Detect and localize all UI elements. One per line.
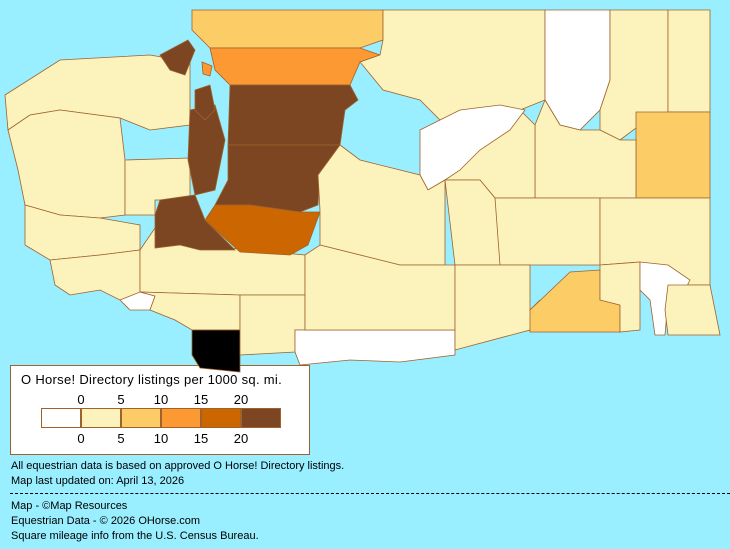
county[interactable] xyxy=(667,9,711,113)
legend-bottom-tick: 20 xyxy=(233,431,249,446)
data-basis-note: All equestrian data is based on approved… xyxy=(11,460,345,472)
legend-top-tick: 10 xyxy=(153,392,169,407)
legend-bottom-tick: 0 xyxy=(77,431,85,446)
data-credit: Equestrian Data - © 2026 OHorse.com xyxy=(11,515,201,527)
legend-top-tick: 5 xyxy=(117,392,125,407)
legend-bottom-tick: 15 xyxy=(193,431,209,446)
county[interactable] xyxy=(191,329,241,373)
legend-swatch xyxy=(241,408,281,428)
legend: O Horse! Directory listings per 1000 sq.… xyxy=(10,365,310,455)
county[interactable] xyxy=(227,84,359,146)
county[interactable] xyxy=(494,197,601,266)
county[interactable] xyxy=(359,9,546,121)
legend-swatch xyxy=(41,408,81,428)
county[interactable] xyxy=(304,244,456,331)
county[interactable] xyxy=(635,111,711,199)
divider xyxy=(10,493,730,494)
county[interactable] xyxy=(194,84,216,121)
county[interactable] xyxy=(191,9,384,49)
census-credit: Square mileage info from the U.S. Census… xyxy=(11,530,259,542)
map-credit: Map - ©Map Resources xyxy=(11,500,128,512)
county[interactable] xyxy=(201,61,213,77)
legend-swatch xyxy=(121,408,161,428)
legend-swatch xyxy=(81,408,121,428)
county[interactable] xyxy=(664,284,721,336)
county[interactable] xyxy=(209,47,382,86)
county[interactable] xyxy=(154,194,236,251)
county[interactable] xyxy=(159,39,196,76)
legend-title: O Horse! Directory listings per 1000 sq.… xyxy=(21,372,283,387)
county[interactable] xyxy=(7,109,126,219)
legend-bottom-tick: 10 xyxy=(153,431,169,446)
county[interactable] xyxy=(204,204,321,256)
legend-top-tick: 15 xyxy=(193,392,209,407)
county[interactable] xyxy=(139,291,241,331)
legend-swatch xyxy=(161,408,201,428)
last-updated-note: Map last updated on: April 13, 2026 xyxy=(11,475,185,487)
legend-swatch xyxy=(201,408,241,428)
county[interactable] xyxy=(454,264,541,351)
legend-bottom-tick: 5 xyxy=(117,431,125,446)
legend-top-tick: 0 xyxy=(77,392,85,407)
county[interactable] xyxy=(294,329,456,366)
legend-top-tick: 20 xyxy=(233,392,249,407)
county[interactable] xyxy=(187,104,226,196)
